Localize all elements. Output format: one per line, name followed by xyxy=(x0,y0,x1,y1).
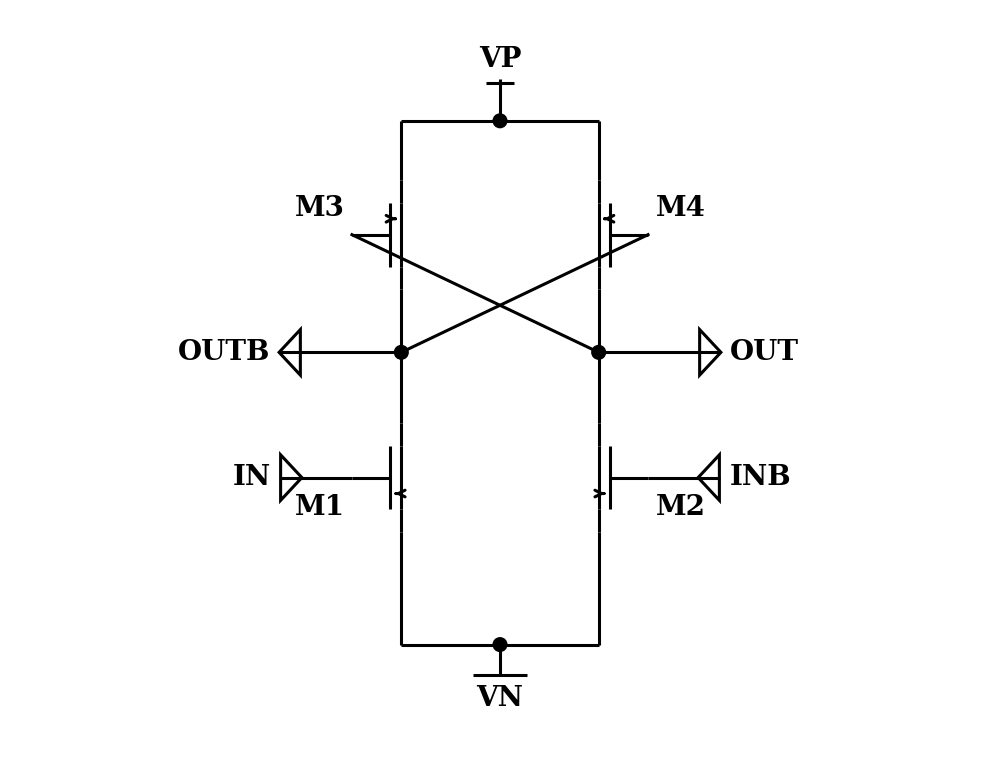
Text: OUTB: OUTB xyxy=(178,339,270,366)
Circle shape xyxy=(493,114,507,128)
Circle shape xyxy=(493,638,507,652)
Text: OUT: OUT xyxy=(730,339,799,366)
Circle shape xyxy=(394,346,408,359)
Text: VN: VN xyxy=(477,685,524,712)
Text: M1: M1 xyxy=(294,495,344,522)
Circle shape xyxy=(592,346,606,359)
Text: M4: M4 xyxy=(656,195,705,222)
Text: IN: IN xyxy=(232,464,271,491)
Text: VP: VP xyxy=(479,46,521,73)
Text: INB: INB xyxy=(729,464,791,491)
Text: M3: M3 xyxy=(295,195,344,222)
Text: M2: M2 xyxy=(656,495,706,522)
